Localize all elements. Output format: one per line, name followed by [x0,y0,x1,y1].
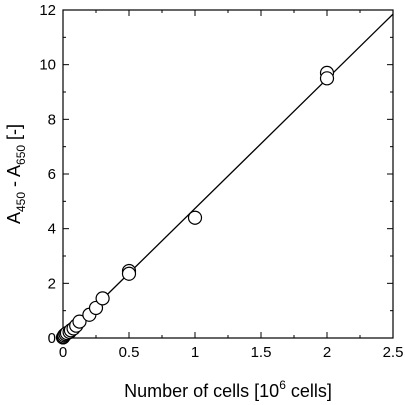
data-point [121,266,137,281]
x-tick-label: 1.5 [251,344,272,361]
y-tick-label: 2 [48,275,56,292]
data-point [95,291,110,306]
y-tick-label: 4 [48,221,56,238]
data-point [72,314,87,329]
y-tick-label: 10 [39,57,56,74]
x-tick-label: 0.5 [119,344,140,361]
data-point [88,300,104,316]
x-axis-ticks: 0 0.5 1 1.5 2 2.5 [59,10,404,361]
data-point [187,210,203,225]
y-axis-ticks: 0 2 4 6 8 10 12 [39,2,393,347]
y-tick-label: 12 [39,2,56,19]
x-tick-label: 2 [323,344,331,361]
x-tick-label: 1 [191,344,199,361]
fit-line [62,13,394,339]
y-tick-label: 8 [48,111,56,128]
data-point [319,71,335,86]
x-tick-label: 0 [59,344,67,361]
x-tick-label: 2.5 [383,344,404,361]
y-tick-label: 6 [48,166,56,183]
x-axis-title: Number of cells [106 cells] [124,378,332,401]
y-axis-title: A450 - A650 [-] [4,124,28,224]
data-points [55,65,335,345]
fit-line-group [62,13,394,339]
y-tick-label: 0 [48,330,56,347]
